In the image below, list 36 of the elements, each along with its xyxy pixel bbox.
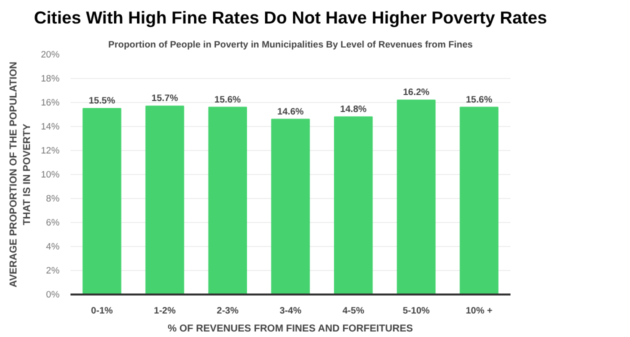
bar <box>145 106 184 294</box>
x-tick-label: 3-4% <box>280 306 302 316</box>
y-tick-label: 4% <box>46 242 60 252</box>
y-tick-label: 20% <box>40 50 60 60</box>
data-label: 14.8% <box>340 104 368 114</box>
x-tick-label: 10% + <box>466 306 493 316</box>
y-tick-label: 6% <box>46 218 60 228</box>
y-tick-label: 8% <box>46 194 60 204</box>
x-tick-label: 5-10% <box>402 306 430 316</box>
y-axis-title: AVERAGE PROPORTION OF THE POPULATION THAT IS IN POVERTY <box>8 62 33 288</box>
chart-title: Cities With High Fine Rates Do Not Have Higher Poverty Rates <box>34 8 548 28</box>
bar <box>82 108 122 294</box>
y-tick-label: 10% <box>40 170 60 180</box>
data-label: 15.6% <box>466 94 493 104</box>
x-tick-label: 4-5% <box>342 306 365 316</box>
x-tick-label: 0-1% <box>91 306 114 316</box>
data-label: 15.7% <box>152 93 179 104</box>
y-tick-label: 18% <box>40 74 60 84</box>
x-tick-label: 2-3% <box>216 306 240 316</box>
data-label: 15.5% <box>88 96 116 106</box>
data-label: 16.2% <box>402 87 430 98</box>
y-tick-label: 0% <box>46 290 60 300</box>
data-label: 14.6% <box>277 106 304 116</box>
data-label: 15.6% <box>214 94 242 104</box>
bar <box>208 106 247 294</box>
bar <box>334 116 373 294</box>
bar <box>460 106 498 294</box>
y-tick-label: 14% <box>40 122 60 132</box>
x-tick-label: 1-2% <box>154 306 176 316</box>
bar <box>271 118 310 294</box>
chart-subtitle: Proportion of People in Poverty in Municipalities By Level of Revenues from Fines <box>108 40 473 50</box>
y-tick-label: 12% <box>40 146 60 156</box>
bar <box>396 100 436 294</box>
x-axis-title: % OF REVENUES FROM FINES AND FORFEITURES <box>168 324 414 334</box>
y-tick-label: 2% <box>46 266 60 276</box>
y-tick-label: 16% <box>40 98 60 108</box>
